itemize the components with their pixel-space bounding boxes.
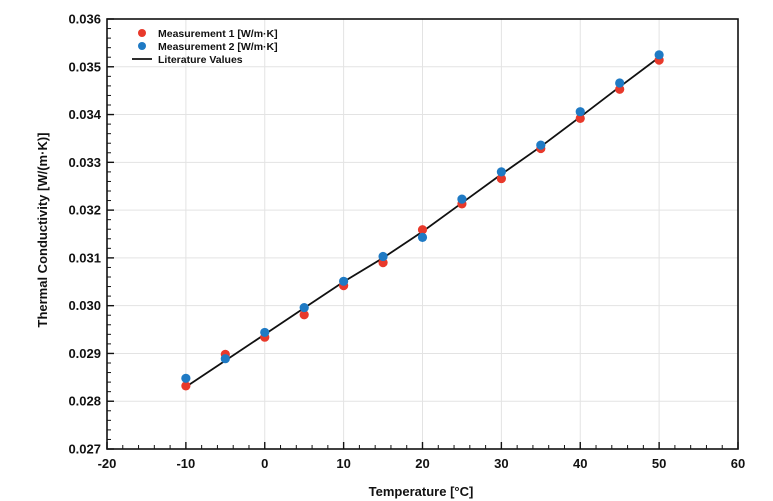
x-axis-label: Temperature [°C]	[369, 484, 474, 499]
measurement-2-point	[615, 78, 625, 88]
x-tick-label: 0	[261, 456, 268, 471]
legend-label: Measurement 1 [W/m·K]	[158, 28, 278, 40]
measurement-2-point	[378, 251, 388, 262]
points-layer	[181, 50, 664, 391]
y-tick-label: 0.029	[68, 346, 101, 361]
y-tick-label: 0.036	[68, 12, 101, 27]
measurement-2-point	[417, 232, 428, 242]
y-tick-label: 0.027	[68, 442, 101, 457]
measurement-1-point	[299, 310, 309, 320]
measurement-2-point	[260, 327, 270, 338]
y-tick-label: 0.035	[68, 59, 101, 74]
y-tick-label: 0.033	[68, 155, 101, 170]
legend: Measurement 1 [W/m·K]Measurement 2 [W/m·…	[132, 28, 278, 66]
measurement-1-point	[417, 225, 428, 235]
measurement-2-point	[575, 107, 585, 117]
measurement-2-point	[220, 354, 230, 364]
measurement-2-point	[339, 276, 349, 286]
tick-labels: -20 -10 0 10 20 30 40 50 60 0.027 0.028 0.029 0.030 0…	[68, 12, 745, 472]
measurement-2-point	[299, 302, 309, 313]
x-tick-label: -20	[98, 456, 117, 471]
x-tick-label: 30	[494, 456, 508, 471]
measurement-2-point	[181, 373, 191, 383]
y-tick-label: 0.030	[68, 298, 101, 313]
y-axis-label: Thermal Conductivity [W/(m·K)]	[35, 133, 50, 328]
y-tick-label: 0.032	[68, 203, 101, 218]
y-tick-label: 0.034	[68, 107, 101, 122]
x-tick-label: 20	[415, 456, 429, 471]
axes	[106, 18, 739, 450]
measurement-1-point	[496, 173, 506, 184]
legend-marker	[138, 42, 146, 50]
measurement-1-point	[575, 113, 585, 123]
measurement-2-point	[496, 167, 506, 177]
measurement-1-point	[181, 381, 191, 391]
x-tick-label: 40	[573, 456, 587, 471]
x-tick-label: 50	[652, 456, 666, 471]
x-tick-label: -10	[176, 456, 195, 471]
x-tick-label: 10	[336, 456, 350, 471]
legend-label: Literature Values	[158, 54, 243, 66]
measurement-2-point	[536, 140, 546, 150]
legend-label: Measurement 2 [W/m·K]	[158, 41, 278, 53]
y-tick-label: 0.028	[68, 394, 101, 409]
grid	[106, 18, 739, 450]
measurement-2-point	[654, 50, 664, 60]
legend-marker	[138, 29, 146, 37]
y-tick-label: 0.031	[68, 250, 101, 265]
measurement-2-point	[457, 194, 467, 204]
x-tick-label: 60	[731, 456, 745, 471]
